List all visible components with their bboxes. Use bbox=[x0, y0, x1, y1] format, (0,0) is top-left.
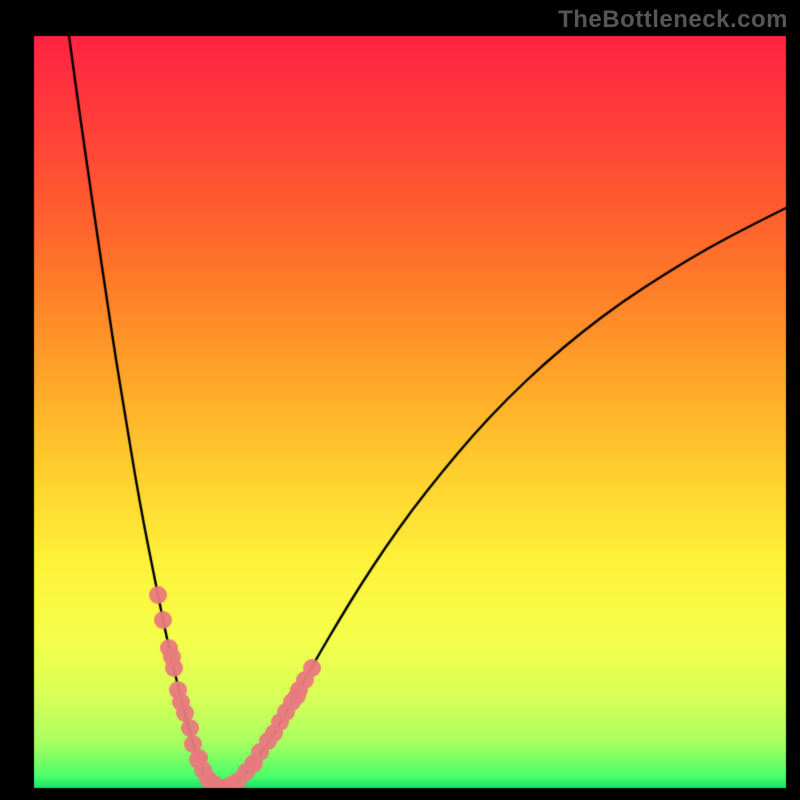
bottleneck-chart: TheBottleneck.com bbox=[0, 0, 800, 800]
gradient-curve-canvas bbox=[0, 0, 800, 800]
watermark-label: TheBottleneck.com bbox=[558, 6, 788, 34]
